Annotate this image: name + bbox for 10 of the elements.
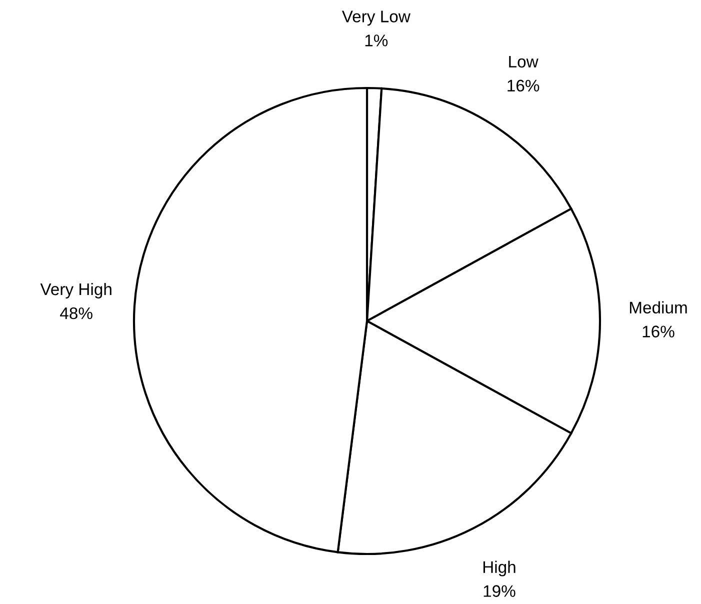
slice-label: High [483,560,516,576]
slice-label: Very Low [342,10,410,26]
data-label: 48% [60,307,92,320]
data-label: 1% [365,34,388,46]
slice-label: Medium [630,301,687,314]
data-label: 19% [484,585,516,597]
data-label: 16% [642,326,674,338]
slice-label: Low [509,56,538,68]
data-label: 16% [508,80,540,92]
slice-label: Very High [40,282,112,298]
